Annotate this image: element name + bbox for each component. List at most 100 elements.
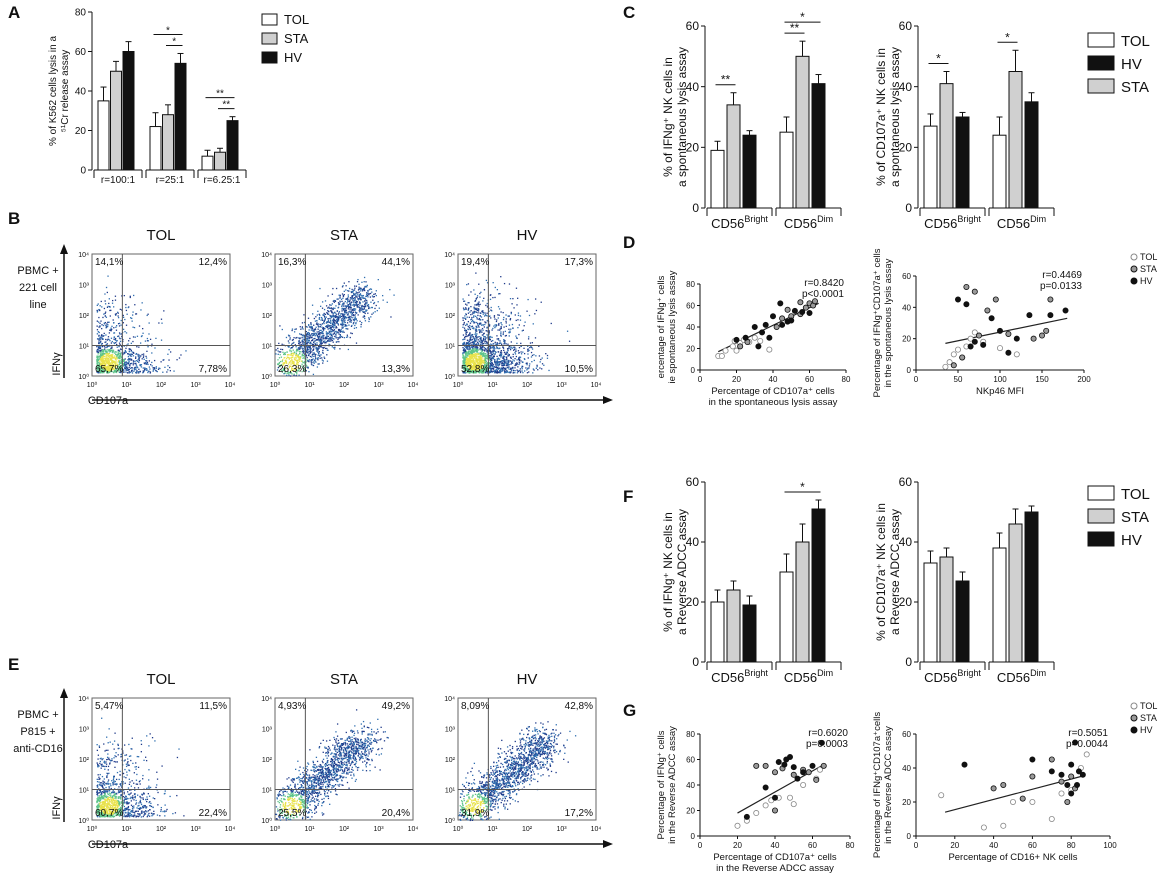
flow-event (146, 361, 149, 364)
flow-event (98, 340, 100, 342)
flow-event (108, 350, 110, 352)
flow-event (472, 311, 474, 313)
flow-event (103, 361, 105, 363)
flow-event (96, 362, 98, 364)
flow-event (305, 335, 308, 337)
flow-event (469, 361, 471, 363)
flow-event (296, 336, 298, 339)
flow-event (144, 368, 146, 370)
flow-event (283, 352, 286, 355)
flow-event (105, 316, 108, 318)
flow-event (115, 329, 118, 331)
y-axis-label: % of K562 cells lysis in a (48, 36, 59, 146)
flow-event (317, 323, 320, 325)
flow-event (472, 343, 475, 345)
flow-event (466, 339, 469, 341)
flow-event (339, 329, 341, 331)
flow-event (497, 317, 499, 319)
data-point-tol (942, 363, 949, 370)
flow-event (346, 297, 349, 299)
y-tick-label: 40 (899, 80, 913, 94)
flow-event (473, 367, 475, 370)
flow-event (331, 339, 334, 342)
flow-event (301, 337, 303, 339)
flow-event (360, 288, 363, 290)
flow-event (484, 348, 486, 351)
flow-event (473, 289, 475, 291)
flow-event (341, 310, 343, 312)
flow-event (506, 351, 508, 353)
flow-event (331, 308, 333, 310)
flow-event (124, 367, 127, 370)
flow-event (309, 347, 311, 349)
flow-event (113, 342, 116, 345)
flow-event (468, 355, 470, 357)
flow-event (526, 310, 528, 312)
flow-event (310, 363, 313, 365)
flow-event (331, 293, 334, 295)
flow-event (509, 298, 512, 300)
flow-event (514, 346, 516, 349)
flow-event (108, 361, 111, 363)
flow-event (278, 357, 281, 359)
flow-event (96, 338, 99, 340)
flow-event (306, 333, 308, 335)
flow-event (463, 369, 465, 371)
flow-event (295, 375, 297, 377)
flow-event (489, 363, 492, 365)
flow-event (312, 343, 315, 346)
flow-event (104, 365, 106, 367)
flow-event (97, 348, 99, 351)
flow-event (467, 366, 469, 368)
flow-event (104, 300, 106, 302)
flow-event (479, 361, 481, 364)
flow-event (97, 365, 100, 367)
flow-event (518, 352, 520, 354)
flow-event (481, 360, 483, 363)
flow-event (333, 327, 335, 329)
flow-event (526, 362, 528, 364)
flow-event (526, 372, 529, 374)
flow-event (316, 342, 318, 344)
flow-event (322, 332, 324, 335)
flow-event (133, 294, 135, 297)
flow-event (108, 367, 110, 369)
flow-event (167, 353, 169, 355)
flow-event (310, 359, 312, 361)
flow-event (357, 278, 359, 281)
flow-event (316, 314, 318, 316)
flow-event (481, 311, 484, 313)
legend-label: STA (1121, 79, 1149, 96)
flow-event (374, 307, 376, 310)
flow-event (464, 303, 467, 305)
flow-event (103, 363, 106, 365)
flow-event (470, 365, 473, 367)
flow-event (101, 366, 103, 368)
flow-event (469, 362, 472, 364)
flow-event (497, 351, 499, 353)
flow-event (139, 370, 141, 373)
flow-event (476, 347, 478, 349)
flow-event (333, 318, 335, 321)
y-tick-label: 40 (902, 303, 911, 312)
flow-event (355, 291, 357, 293)
data-point-hv (743, 813, 750, 820)
flow-event (467, 328, 470, 331)
flow-event (104, 312, 106, 315)
flow-event (320, 324, 322, 326)
flow-event (466, 371, 468, 374)
flow-event (111, 371, 113, 373)
flow-event (99, 364, 102, 366)
flow-event (326, 326, 328, 328)
flow-event (485, 330, 487, 332)
flow-event (484, 323, 486, 326)
flow-event (510, 328, 512, 330)
flow-event (507, 362, 509, 364)
flow-event (352, 292, 355, 295)
y-tick-label: 60 (686, 475, 700, 489)
flow-event (495, 344, 497, 346)
flow-event (512, 367, 514, 370)
flow-event (107, 370, 109, 373)
flow-event (462, 353, 464, 356)
flow-event (166, 371, 168, 373)
